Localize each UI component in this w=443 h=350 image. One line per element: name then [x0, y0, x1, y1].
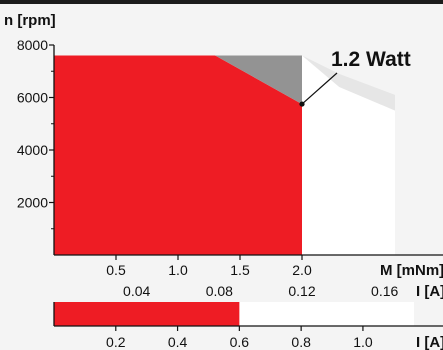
x-axis-label-torque: M [mNm]: [380, 262, 443, 279]
x-axis-label-current: I [A]: [416, 283, 443, 300]
x-torque-tick-label: 1.5: [230, 262, 250, 278]
y-tick-label: 4000: [17, 142, 48, 158]
x-current-tick-label: 0.12: [288, 283, 315, 299]
secondary-tick-label: 0.8: [291, 334, 311, 350]
x-current-tick-label: 0.16: [371, 283, 398, 299]
secondary-bar-fill: [54, 302, 240, 326]
annotation-leader: [301, 72, 338, 105]
secondary-tick-label: 0.2: [106, 334, 126, 350]
power-limit-region: [215, 55, 302, 105]
short-term-operation-region: [302, 55, 395, 255]
x-current-tick-label: 0.08: [206, 283, 233, 299]
y-tick-label: 8000: [17, 37, 48, 53]
x-current-tick-label: 0.04: [123, 283, 150, 299]
top-bar: [0, 0, 443, 4]
y-tick-label: 6000: [17, 90, 48, 106]
secondary-tick-label: 1.0: [353, 334, 373, 350]
annotation-dot: [299, 101, 305, 107]
continuous-operation-region: [54, 55, 302, 255]
x-torque-tick-label: 1.0: [168, 262, 188, 278]
secondary-axis-label: I [A]: [416, 334, 443, 350]
x-torque-tick-label: 0.5: [106, 262, 126, 278]
power-annotation: 1.2 Watt: [331, 48, 411, 71]
secondary-tick-label: 0.4: [168, 334, 188, 350]
y-tick-label: 2000: [17, 195, 48, 211]
secondary-tick-label: 0.6: [230, 334, 250, 350]
y-axis-label: n [rpm]: [4, 12, 56, 29]
x-torque-tick-label: 2.0: [292, 262, 312, 278]
